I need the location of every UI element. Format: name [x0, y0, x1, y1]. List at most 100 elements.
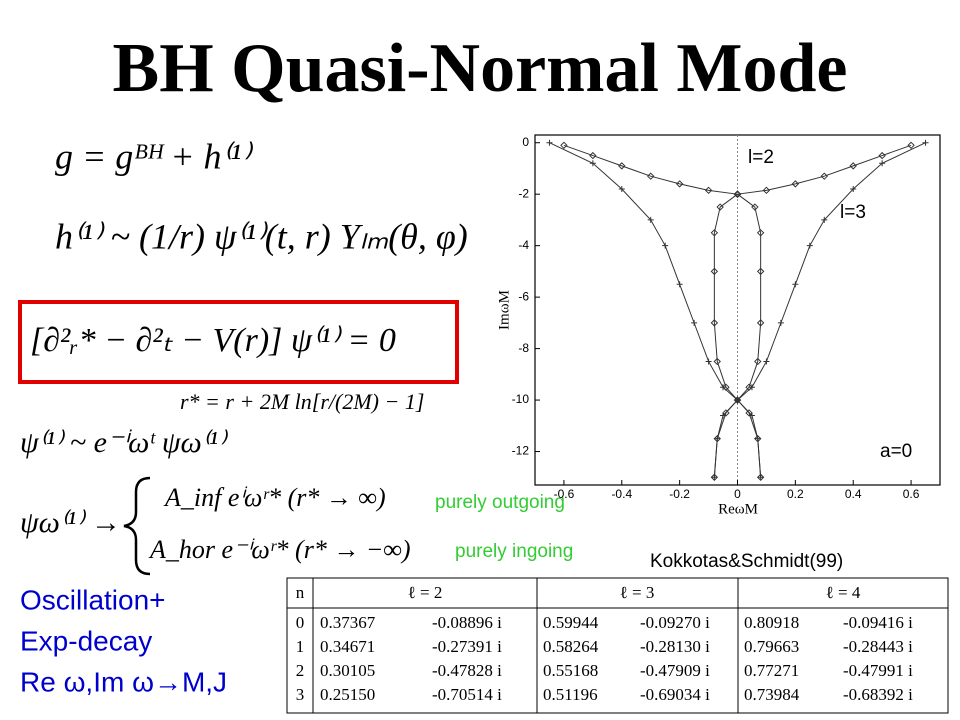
marker [878, 151, 886, 160]
marker [922, 139, 929, 146]
curve [737, 144, 912, 195]
marker [907, 141, 915, 150]
table-cell: -0.47991 i [843, 661, 913, 680]
marker [754, 435, 761, 442]
table-cell: 0.79663 [744, 637, 799, 656]
marker [713, 357, 721, 366]
x-tick-label: -0.6 [554, 487, 575, 501]
marker [711, 474, 718, 481]
table-header: ℓ = 4 [826, 583, 861, 602]
marker [704, 186, 713, 195]
curve [713, 193, 762, 478]
marker [849, 162, 857, 170]
table-header: ℓ = 2 [408, 583, 443, 602]
curve [713, 193, 762, 478]
equation: A_hor e⁻ⁱωʳ* (r* → −∞) [148, 535, 411, 564]
table-cell: 0.77271 [744, 661, 799, 680]
table-cell: 3 [296, 685, 305, 704]
table-header: ℓ = 3 [620, 583, 655, 602]
marker [546, 139, 553, 146]
table-cell: 1 [296, 637, 305, 656]
marker [589, 151, 597, 160]
marker [720, 384, 727, 391]
x-tick-label: -0.2 [669, 487, 690, 501]
marker [734, 397, 741, 404]
y-tick-label: -2 [518, 186, 529, 200]
marker [560, 141, 568, 150]
marker [710, 267, 719, 276]
marker [806, 242, 813, 249]
marker [754, 357, 762, 366]
y-tick-label: -8 [518, 341, 529, 355]
curve-label: l=2 [748, 147, 774, 168]
table-cell: 0.55168 [543, 661, 598, 680]
y-tick-label: -6 [518, 289, 529, 303]
table-cell: 0.58264 [543, 637, 599, 656]
table-cell: 0.37367 [320, 613, 376, 632]
table-cell: -0.28443 i [843, 637, 913, 656]
x-axis-label: ReωM [718, 501, 758, 517]
marker [662, 242, 669, 249]
marker [850, 186, 857, 193]
x-tick-label: 0.2 [787, 487, 804, 501]
table-cell: 0.25150 [320, 685, 375, 704]
table-cell: 0 [296, 613, 305, 632]
marker [691, 319, 698, 326]
marker [618, 162, 626, 170]
marker [757, 474, 764, 481]
equation: ψ⁽¹⁾ ~ e⁻ⁱωᵗ ψω⁽¹⁾ [20, 426, 228, 459]
marker [777, 319, 784, 326]
highlight-box [18, 300, 459, 384]
table-cell: -0.08896 i [432, 613, 502, 632]
marker [756, 267, 765, 276]
table-cell: -0.47909 i [640, 661, 710, 680]
marker [820, 172, 828, 180]
y-tick-label: -12 [512, 444, 530, 458]
table-cell: -0.69034 i [640, 685, 710, 704]
marker [676, 281, 683, 288]
marker [618, 186, 625, 193]
curve-label: l=3 [840, 202, 866, 223]
table-header: n [296, 583, 305, 602]
table-cell: -0.28130 i [640, 637, 710, 656]
table-cell: -0.09416 i [843, 613, 913, 632]
equation: ψω⁽¹⁾ → [20, 506, 121, 539]
table-cell: 0.80918 [744, 613, 799, 632]
table-cell: 0.30105 [320, 661, 375, 680]
marker [879, 160, 886, 167]
x-tick-label: 0.6 [903, 487, 920, 501]
table: n ℓ = 2 ℓ = 3 ℓ = 4 0 0.37367 -0.08896 i 0.5994… [286, 577, 949, 714]
table-cell: 0.73984 [744, 685, 800, 704]
marker [589, 160, 596, 167]
title: BH Quasi-Normal Mode [113, 30, 848, 107]
table-cell: 0.59944 [543, 613, 599, 632]
equation: g = gᴮᴴ + h⁽¹⁾ [55, 136, 253, 176]
marker [710, 319, 719, 327]
marker [647, 172, 655, 180]
marker [733, 396, 742, 404]
table-cell: -0.47828 i [432, 661, 502, 680]
marker [762, 186, 771, 195]
table-cell: -0.70514 i [432, 685, 502, 704]
table-cell: 0.34671 [320, 637, 375, 656]
x-tick-label: 0.4 [845, 487, 862, 501]
marker [821, 216, 828, 223]
brace [123, 476, 151, 576]
marker [751, 203, 759, 211]
marker [710, 229, 719, 237]
marker [792, 281, 799, 288]
summary-line: Exp-decay [20, 625, 152, 656]
marker [733, 190, 742, 198]
summary-line: Oscillation+ [20, 584, 166, 615]
y-tick-label: 0 [522, 135, 529, 149]
equation: [∂²ᵣ* − ∂²ₜ − V(r)] ψ⁽¹⁾ = 0 [30, 322, 396, 359]
table-cell: -0.68392 i [843, 685, 913, 704]
marker [756, 229, 765, 237]
equation: h⁽¹⁾ ~ (1/r) ψ⁽¹⁾(t, r) Yₗₘ(θ, φ) [55, 216, 468, 256]
y-axis-label: ImωM [496, 290, 512, 330]
marker [714, 435, 721, 442]
x-tick-label: -0.4 [611, 487, 632, 501]
curve [563, 144, 738, 195]
table-frame [286, 577, 949, 714]
table-cell: -0.27391 i [432, 637, 502, 656]
